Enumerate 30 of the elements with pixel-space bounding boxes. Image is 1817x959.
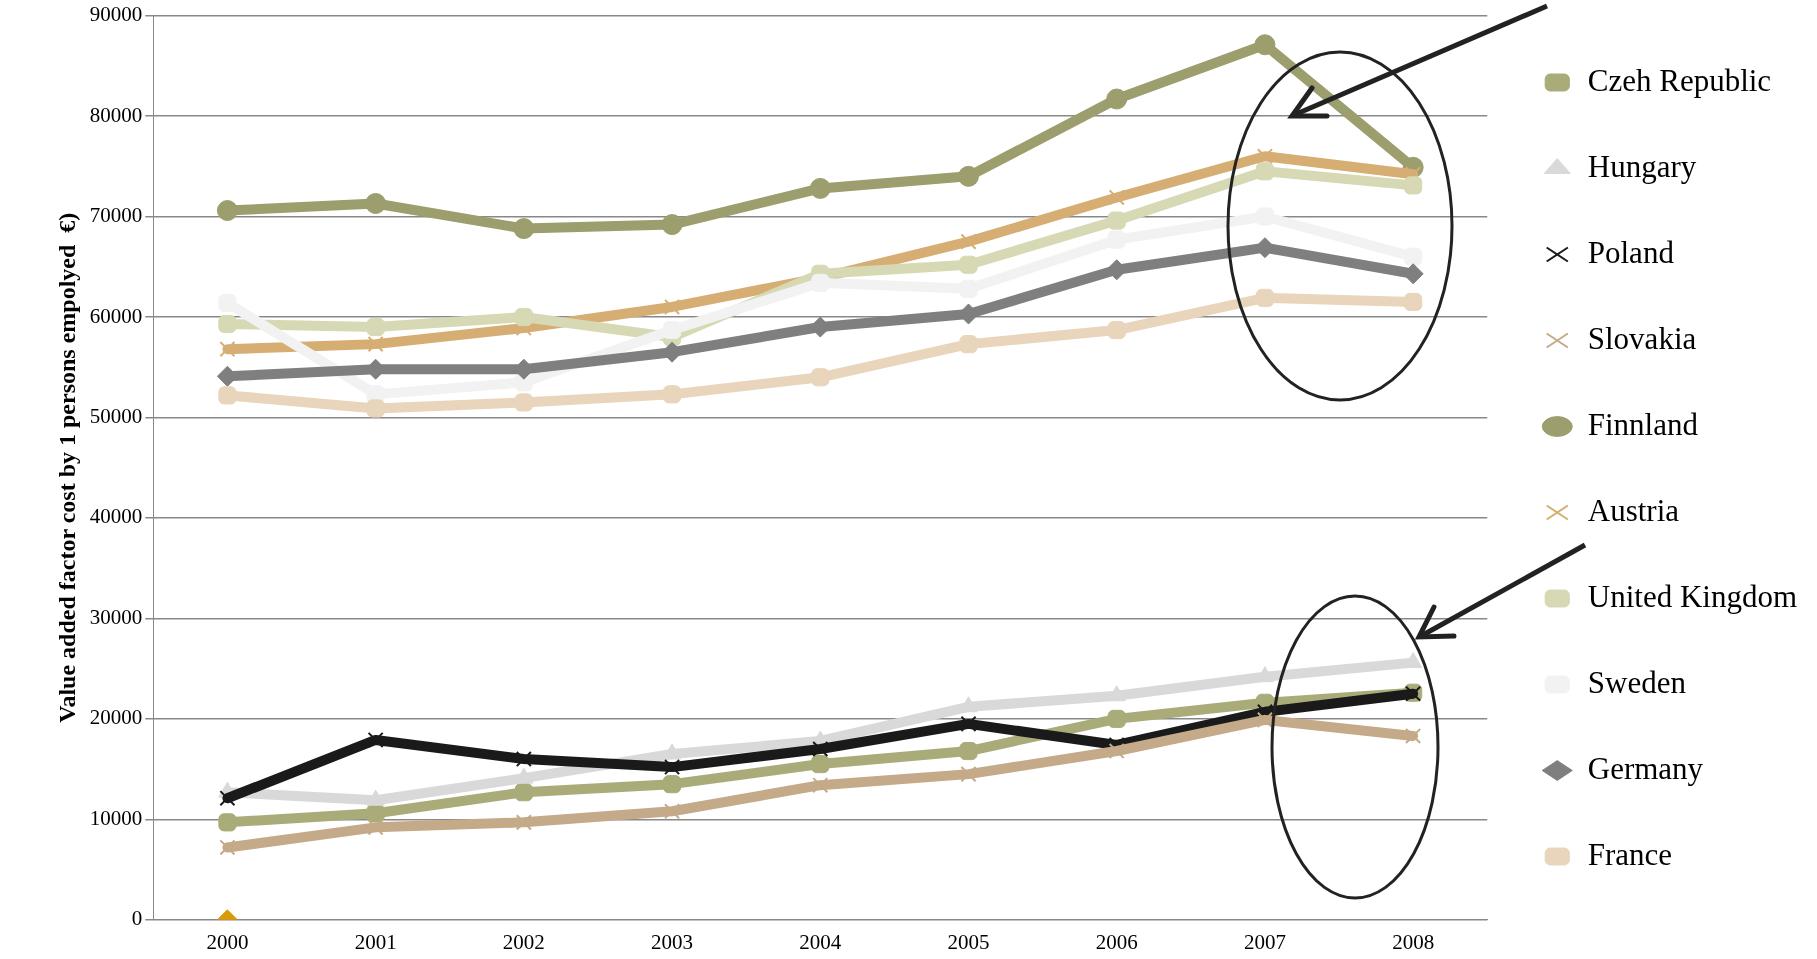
- y-tick-label: 90000: [89, 2, 143, 27]
- legend-label: France: [1587, 836, 1673, 872]
- legend-label: Germany: [1587, 750, 1704, 786]
- y-tick-label: 50000: [89, 403, 143, 428]
- x-tick-label: 2007: [1243, 929, 1286, 954]
- y-tick-label: 20000: [89, 705, 143, 730]
- y-tick-label: 0: [131, 906, 143, 931]
- x-tick-label: 2003: [651, 929, 694, 954]
- y-tick-label: 70000: [89, 203, 143, 228]
- y-tick-label: 30000: [89, 604, 143, 629]
- y-tick-label: 10000: [89, 805, 143, 830]
- y-tick-label: 80000: [89, 102, 143, 127]
- x-tick-label: 2000: [206, 929, 249, 954]
- x-tick-label: 2005: [947, 929, 990, 954]
- x-tick-label: 2008: [1392, 929, 1435, 954]
- x-tick-label: 2002: [502, 929, 545, 954]
- legend-label: Hungary: [1587, 148, 1697, 184]
- legend-label: Sweden: [1587, 664, 1687, 700]
- x-tick-label: 2006: [1095, 929, 1138, 954]
- legend-label: Finnland: [1587, 406, 1699, 442]
- legend-label: Poland: [1587, 234, 1675, 270]
- y-axis-title: Value added factor cost by 1 persons empolyed €): [53, 212, 80, 723]
- y-tick-label: 40000: [89, 504, 143, 529]
- y-tick-label: 60000: [89, 303, 143, 328]
- legend-label: Austria: [1587, 492, 1680, 528]
- legend-label: United Kingdom: [1587, 578, 1798, 614]
- x-tick-label: 2004: [799, 929, 842, 954]
- legend-label: Czeh Republic: [1587, 62, 1772, 98]
- x-tick-label: 2001: [354, 929, 397, 954]
- legend-label: Slovakia: [1587, 320, 1697, 356]
